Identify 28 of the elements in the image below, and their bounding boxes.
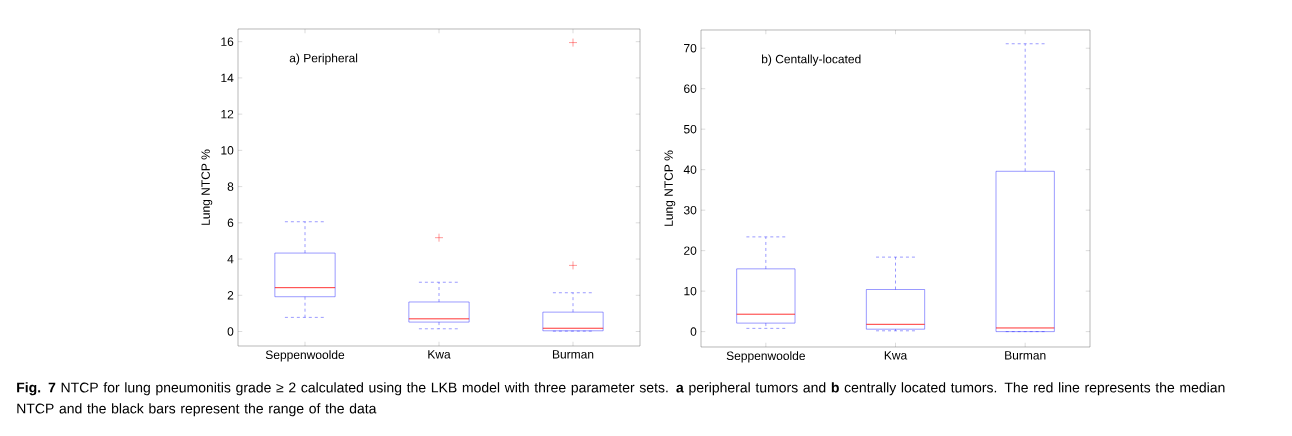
y-tick-label: 60 xyxy=(684,84,697,93)
x-tick-label: Seppenwoolde xyxy=(265,350,345,362)
y-tick-label: 0 xyxy=(227,327,234,336)
y-tick-label: 4 xyxy=(227,254,234,264)
y-tick-label: 8 xyxy=(227,182,234,191)
x-tick-label: Seppenwoolde xyxy=(726,351,805,363)
x-tick-label: Burman xyxy=(552,350,594,359)
y-tick-label: 50 xyxy=(683,124,697,134)
y-tick-label: 40 xyxy=(683,165,697,174)
y-tick-label: 2 xyxy=(227,291,234,300)
y-axis-title: Lung NTCP % xyxy=(664,150,676,226)
y-tick-label: 14 xyxy=(221,73,234,83)
y-tick-label: 70 xyxy=(684,43,697,53)
text: Fig. 7 NTCP for lung pneumonitis grade ≥ 2 calculated using the LKB model with three parameter sets. a peripheral tumors and b centrally located tumors. The red line represents the median NTCP and the black bars represent the range of the data xyxy=(17,382,1225,417)
y-tick-label: 0 xyxy=(690,327,697,336)
y-tick-label: 16 xyxy=(221,37,234,46)
y-tick-label: 30 xyxy=(683,205,697,215)
y-tick-label: 20 xyxy=(684,246,697,255)
x-tick-label: Kwa xyxy=(884,351,908,360)
annotation: a) Peripheral xyxy=(289,53,358,65)
y-tick-label: 6 xyxy=(227,218,234,228)
x-tick-label: Kwa xyxy=(428,350,451,359)
y-tick-label: 10 xyxy=(684,286,697,296)
x-tick-label: Burman xyxy=(1005,351,1046,360)
annotation: b) Centally-located xyxy=(762,54,861,66)
y-tick-label: 10 xyxy=(221,146,234,155)
y-tick-label: 12 xyxy=(221,109,234,119)
y-axis-title: Lung NTCP % xyxy=(201,149,213,225)
